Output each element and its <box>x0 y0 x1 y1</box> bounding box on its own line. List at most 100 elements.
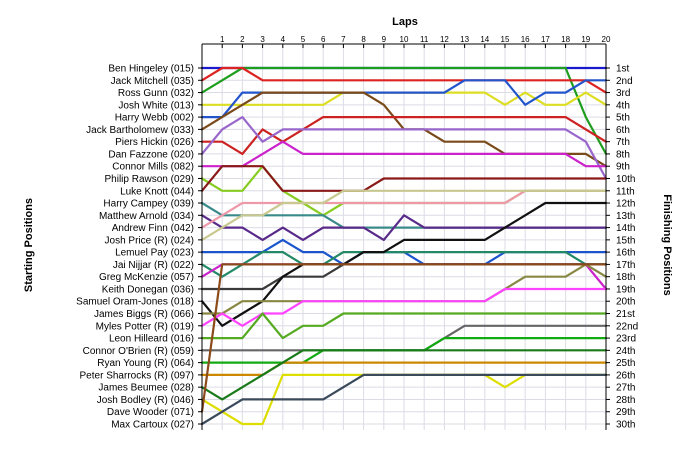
starting-position-label: Ross Gunn (032) <box>118 88 194 99</box>
starting-position-label: Samuel Oram-Jones (018) <box>76 297 194 308</box>
starting-position-label: Jack Mitchell (035) <box>111 76 194 87</box>
driver-position-line <box>200 263 608 413</box>
starting-position-label: Andrew Finn (042) <box>112 223 194 234</box>
starting-position-label: Piers Hickin (026) <box>115 137 194 148</box>
finishing-position-label: 14th <box>616 223 635 234</box>
y-axis-label-right: Finishing Positions <box>661 194 673 295</box>
finishing-position-label: 8th <box>616 149 630 160</box>
starting-position-label: Josh White (013) <box>118 100 194 111</box>
driver-position-line <box>200 373 608 426</box>
finishing-position-label: 4th <box>616 100 630 111</box>
lap-tick-label: 18 <box>561 35 570 44</box>
lap-tick-label: 5 <box>301 35 306 44</box>
starting-position-label: Max Cartoux (027) <box>111 420 194 431</box>
lap-tick-label: 7 <box>341 35 346 44</box>
starting-position-label: Josh Bodley (R) (046) <box>97 395 194 406</box>
finishing-position-label: 28th <box>616 395 635 406</box>
finishing-position-label: 11th <box>616 186 635 197</box>
driver-position-line <box>200 251 608 278</box>
driver-position-line <box>200 140 608 168</box>
starting-position-label: Ben Hingeley (015) <box>108 64 194 75</box>
starting-position-label: Harry Webb (002) <box>115 113 194 124</box>
starting-position-label: Peter Sharrocks (R) (097) <box>80 370 194 381</box>
starting-position-label: Philip Rawson (029) <box>105 174 195 185</box>
lap-tick-label: 10 <box>400 35 409 44</box>
finishing-position-label: 10th <box>616 174 635 185</box>
finishing-position-label: 21st <box>616 309 635 320</box>
starting-position-label: Lemuel Pay (023) <box>115 248 194 259</box>
y-axis-label-left: Starting Positions <box>23 198 35 292</box>
driver-position-line <box>200 287 608 327</box>
driver-position-line <box>200 66 608 94</box>
starting-position-labels: Ben Hingeley (015)Jack Mitchell (035)Ros… <box>76 64 194 431</box>
starting-position-label: Ryan Young (R) (064) <box>97 358 194 369</box>
starting-position-label: James Biggs (R) (066) <box>94 309 194 320</box>
finishing-position-label: 18th <box>616 272 635 283</box>
finishing-position-label: 19th <box>616 284 635 295</box>
finishing-position-label: 26th <box>616 370 635 381</box>
finishing-position-label: 1st <box>616 64 630 75</box>
lap-tick-label: 8 <box>361 35 366 44</box>
finishing-position-label: 13th <box>616 211 635 222</box>
series-lines <box>200 66 608 426</box>
driver-position-line <box>200 214 608 241</box>
starting-position-label: Matthew Arnold (034) <box>99 211 194 222</box>
driver-position-line <box>200 115 608 180</box>
finishing-position-label: 23rd <box>616 334 636 345</box>
lap-tick-label: 9 <box>382 35 387 44</box>
lap-tick-labels: 1 2 3 4 5 6 7 8 9 10 11 12 13 14 15 16 17 18 19 20 <box>220 35 611 44</box>
lap-tick-label: 11 <box>420 35 429 44</box>
axes <box>198 43 610 430</box>
starting-position-label: Dan Fazzone (020) <box>108 149 194 160</box>
lap-tick-label: 14 <box>480 35 489 44</box>
finishing-position-label: 27th <box>616 383 635 394</box>
lap-tick-label: 13 <box>460 35 469 44</box>
finishing-position-label: 16th <box>616 248 635 259</box>
lap-tick-label: 20 <box>602 35 611 44</box>
starting-position-label: Connor O'Brien (R) (059) <box>83 346 194 357</box>
lap-tick-label: 12 <box>440 35 449 44</box>
finishing-position-label: 3rd <box>616 88 630 99</box>
lap-tick-label: 3 <box>260 35 265 44</box>
grid <box>201 44 607 430</box>
chart-title: Laps <box>392 16 418 28</box>
finishing-position-label: 25th <box>616 358 635 369</box>
starting-position-label: Luke Knott (044) <box>120 186 194 197</box>
lap-tick-label: 16 <box>521 35 530 44</box>
driver-position-line <box>200 115 608 155</box>
lap-tick-label: 19 <box>581 35 590 44</box>
driver-position-line <box>200 349 608 401</box>
lap-tick-label: 2 <box>240 35 245 44</box>
finishing-position-label: 22nd <box>616 321 638 332</box>
finishing-position-label: 29th <box>616 407 635 418</box>
finishing-position-label: 9th <box>616 162 630 173</box>
finishing-position-label: 20th <box>616 297 635 308</box>
driver-position-line <box>200 165 608 192</box>
starting-position-label: Myles Potter (R) (019) <box>96 321 194 332</box>
driver-position-line <box>200 189 608 241</box>
finishing-position-labels: 1st2nd3rd4th5th6th7th8th9th10th11th12th1… <box>616 64 638 431</box>
lap-tick-label: 1 <box>220 35 225 44</box>
lap-tick-label: 17 <box>541 35 550 44</box>
finishing-position-label: 6th <box>616 125 630 136</box>
finishing-position-label: 17th <box>616 260 635 271</box>
finishing-position-label: 7th <box>616 137 630 148</box>
starting-position-label: James Beumee (028) <box>98 383 194 394</box>
finishing-position-label: 12th <box>616 199 635 210</box>
starting-position-label: Harry Campey (039) <box>103 199 194 210</box>
starting-position-label: Josh Price (R) (024) <box>105 235 194 246</box>
starting-position-label: Leon Hilleard (016) <box>109 334 194 345</box>
driver-position-line <box>200 66 608 155</box>
finishing-position-label: 30th <box>616 420 635 431</box>
starting-position-label: Greg McKenzie (057) <box>99 272 194 283</box>
finishing-position-label: 5th <box>616 113 630 124</box>
lap-tick-label: 4 <box>281 35 286 44</box>
starting-position-label: Jai Nijjar (R) (022) <box>113 260 194 271</box>
starting-position-label: Jack Bartholomew (033) <box>86 125 194 136</box>
lap-tick-label: 15 <box>501 35 510 44</box>
finishing-position-label: 2nd <box>616 76 633 87</box>
driver-position-line <box>200 201 608 327</box>
starting-position-label: Dave Wooder (071) <box>107 407 194 418</box>
